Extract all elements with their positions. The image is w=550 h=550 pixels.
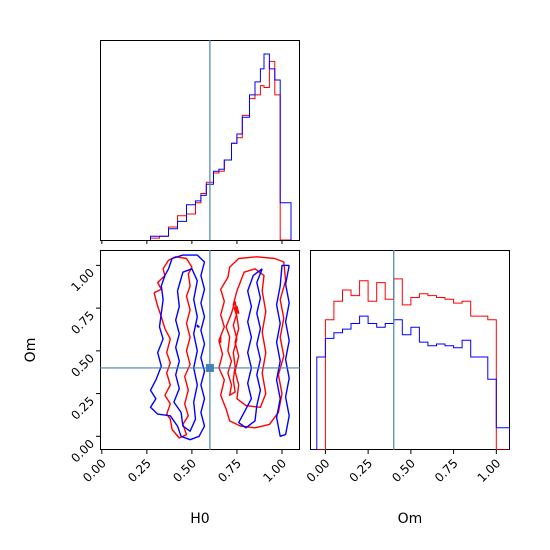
contour-line-9 [238,268,263,429]
om-y-tick-label: 0.50 [68,351,97,380]
om-histogram-panel [310,250,510,450]
contour-line-10 [275,264,290,437]
om-y-tick-label: 0.75 [68,308,97,337]
om-x-tick-label: 0.75 [432,456,461,485]
h0-x-tick-label: 0.75 [215,456,244,485]
contour-line-6 [218,336,222,343]
om-x-tick-label: 0.25 [346,456,375,485]
contour-line-5 [234,305,240,314]
om-y-tick-label: 1.00 [68,266,97,295]
contour-line-7 [149,254,206,441]
contour-frame [100,250,300,450]
om-histogram-series-2 [310,315,510,450]
y-axis-label-om: Om [23,338,39,363]
om-series-group [310,278,510,450]
h0-histogram-series-2 [150,53,292,240]
x-axis-label-om: Om [398,511,423,527]
om-x-tick-label: 0.00 [304,456,333,485]
x-axis-label-h0: H0 [190,511,209,527]
h0-histogram-frame [100,40,300,241]
om-x-tick-label: 1.00 [475,456,504,485]
h0-x-tick-label: 1.00 [260,456,289,485]
contour-line-2 [218,256,287,429]
contour-line-3 [232,268,267,408]
h0-x-tick-label: 0.25 [125,456,154,485]
om-histogram-frame [310,250,510,450]
h0-series-group [150,53,292,240]
om-histogram-series-1 [310,278,510,450]
h0-x-tick-label: 0.00 [80,456,109,485]
contour-line-8 [173,268,198,432]
contour-line-11 [196,324,200,328]
om-y-tick-label: 0.25 [68,394,97,423]
h0-histogram-panel [100,40,300,241]
h0-x-tick-label: 0.50 [170,456,199,485]
truth-point [205,363,214,372]
om-x-tick-label: 0.50 [389,456,418,485]
h0-om-contour-panel [100,250,300,450]
contour-line-4 [225,301,238,396]
contour-group [149,254,290,441]
om-y-tick-label: 0.00 [68,437,97,466]
h0-histogram-series-1 [150,60,291,240]
